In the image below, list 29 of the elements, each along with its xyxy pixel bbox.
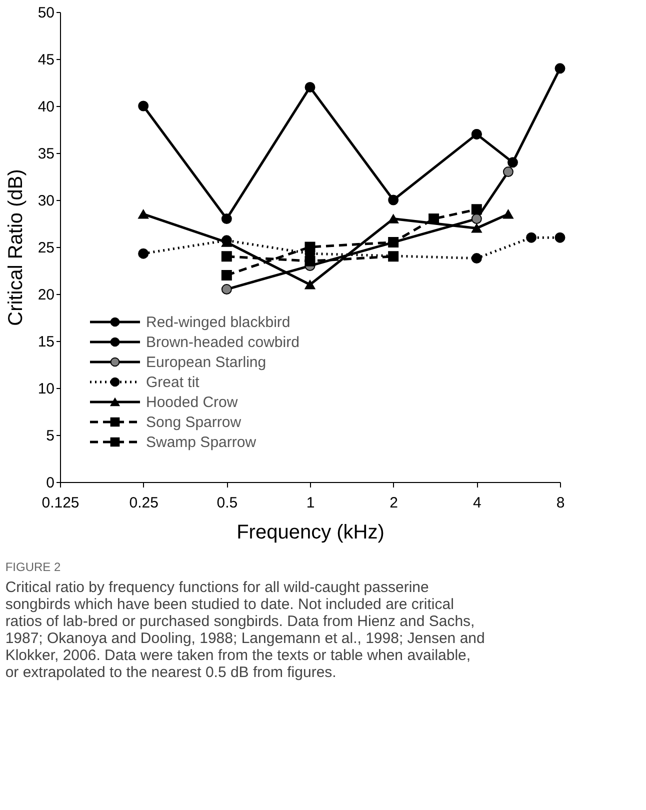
- legend-label: Great tit: [146, 374, 200, 391]
- legend-label: European Starling: [146, 354, 266, 371]
- y-tick-label: 30: [38, 192, 54, 210]
- y-tick-label: 0: [46, 474, 54, 492]
- x-tick-label: 0.5: [216, 494, 238, 512]
- legend-label: Swamp Sparrow: [146, 434, 256, 451]
- y-tick-label: 50: [38, 4, 54, 22]
- x-tick-label: 1: [306, 494, 315, 512]
- y-tick-label: 35: [38, 146, 54, 162]
- x-tick-label: 4: [472, 494, 482, 512]
- text: Critical ratio by frequency functions for all wild-caught passerine songbirds which have been studied to date. Not included are critical ratios of lab-bred or purchased songbirds. Data from Hienz and Sachs, 1987; Okanoya and Dooling, 1988; Langemann et al., 1998; Jensen and Klokker, 2006. Data were taken from the texts or table when available, or extrapolated to the nearest 0.5 dB from figures.: [5, 579, 485, 681]
- x-axis-title: Frequency (kHz): [236, 522, 384, 544]
- y-tick-label: 20: [38, 286, 54, 304]
- y-tick-label: 45: [38, 52, 54, 68]
- y-tick-label: 25: [38, 240, 54, 256]
- legend-label: Brown-headed cowbird: [146, 334, 300, 351]
- y-axis-title: Critical Ratio (dB): [4, 169, 27, 326]
- x-tick-label: 2: [390, 494, 398, 512]
- x-tick-label: 0.25: [129, 494, 158, 512]
- y-tick-label: 40: [38, 98, 54, 116]
- legend-label: Hooded Crow: [146, 394, 238, 411]
- y-tick-label: 5: [46, 428, 54, 444]
- x-tick-label: 8: [556, 494, 565, 512]
- text: FIGURE 2: [5, 560, 61, 574]
- y-tick-label: 15: [38, 334, 54, 350]
- legend-label: Red-winged blackbird: [146, 314, 290, 331]
- legend-label: Song Sparrow: [146, 414, 242, 431]
- x-tick-label: 0.125: [42, 494, 80, 512]
- y-tick-label: 10: [38, 380, 54, 398]
